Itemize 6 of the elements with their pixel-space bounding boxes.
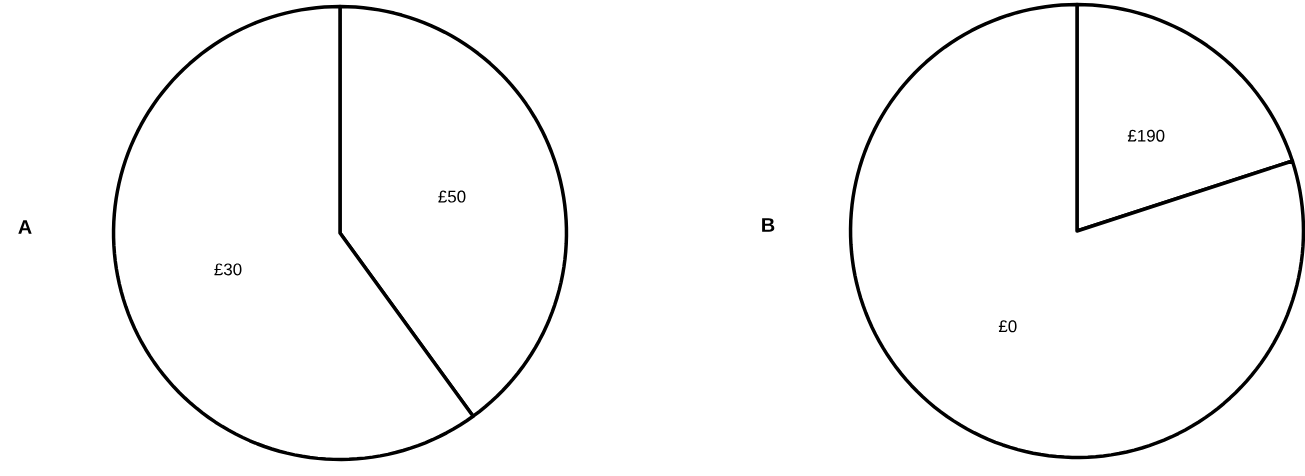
text: A	[18, 220, 32, 234]
slice-label: £30	[214, 263, 242, 276]
slice-label: £50	[438, 190, 466, 203]
slice-label: £0	[998, 320, 1017, 333]
text: B	[762, 218, 775, 232]
slice-label: £190	[1127, 129, 1165, 142]
